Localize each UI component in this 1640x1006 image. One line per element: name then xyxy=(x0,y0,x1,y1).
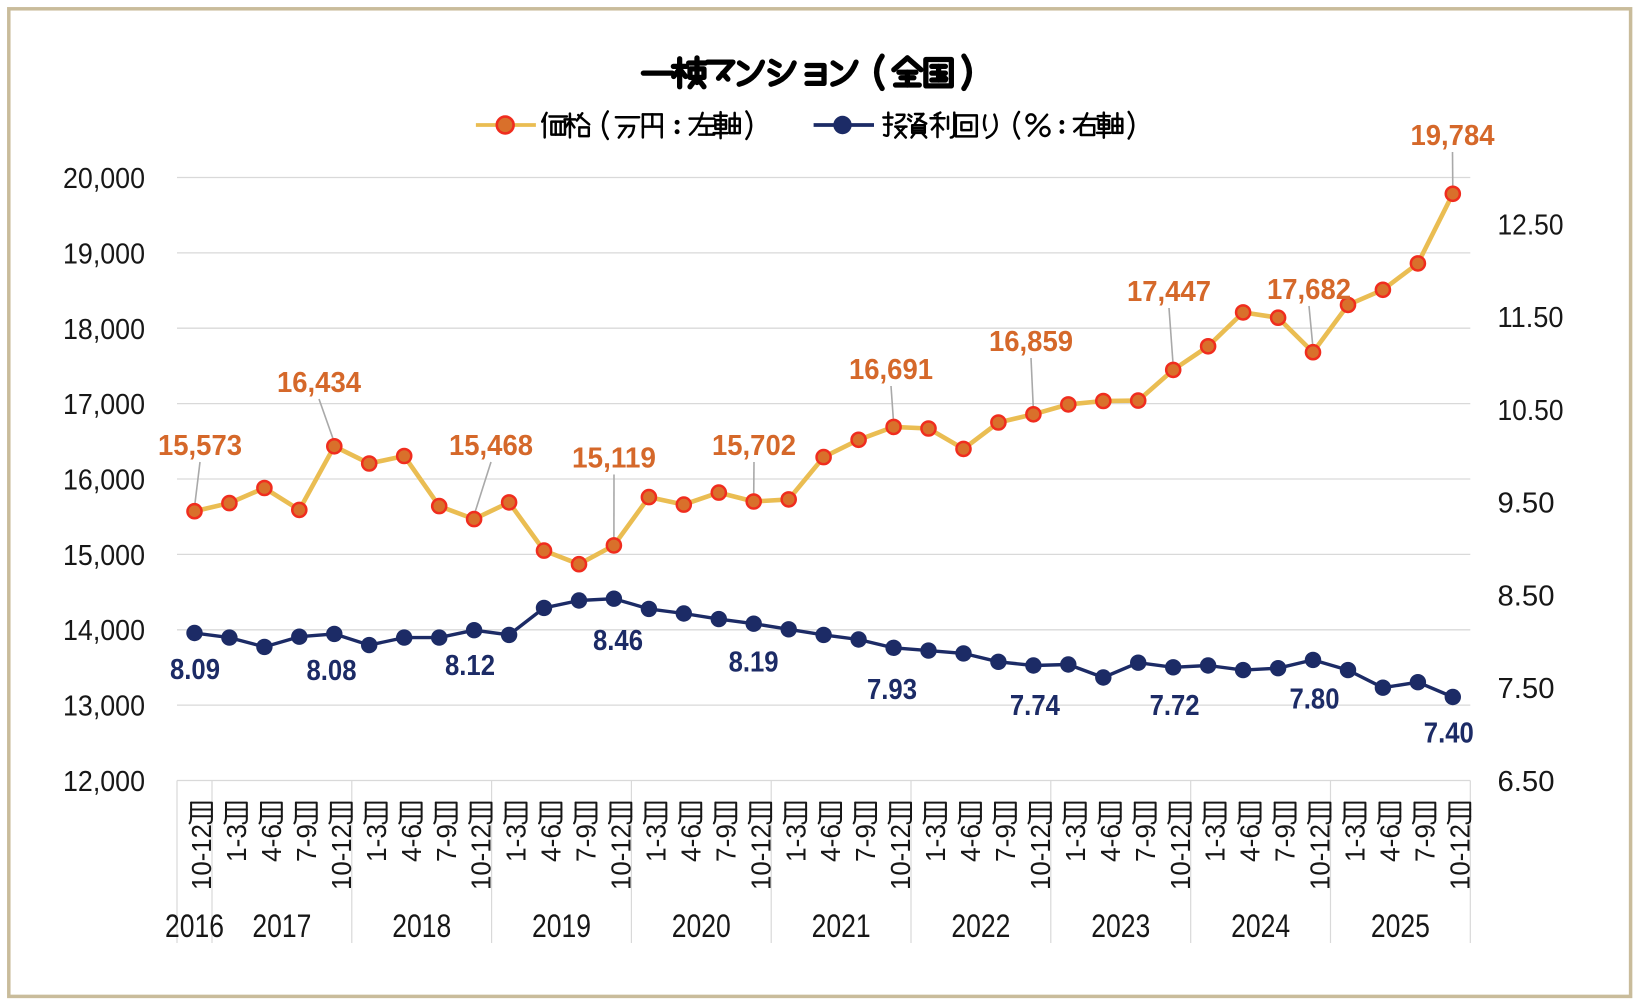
svg-text:8.19: 8.19 xyxy=(729,647,779,679)
svg-text:7.74: 7.74 xyxy=(1010,690,1060,722)
svg-text:4-6: 4-6 xyxy=(1375,824,1406,862)
svg-text:7-9: 7-9 xyxy=(431,824,462,862)
svg-text:11.50: 11.50 xyxy=(1498,302,1564,334)
svg-text:20,000: 20,000 xyxy=(63,163,145,195)
svg-text:7-9: 7-9 xyxy=(1130,824,1161,862)
svg-text:4-6: 4-6 xyxy=(1095,824,1126,862)
svg-text:2020: 2020 xyxy=(672,908,731,944)
svg-text:15,702: 15,702 xyxy=(712,430,796,462)
svg-text:10-12: 10-12 xyxy=(745,824,776,890)
svg-text:4-6: 4-6 xyxy=(675,824,706,862)
svg-text:4-6: 4-6 xyxy=(256,824,287,862)
svg-text:2024: 2024 xyxy=(1231,908,1290,944)
svg-text:7.72: 7.72 xyxy=(1150,690,1200,722)
svg-text:7-9: 7-9 xyxy=(1410,824,1441,862)
svg-text:1-3: 1-3 xyxy=(920,824,951,862)
svg-text:10-12: 10-12 xyxy=(885,824,916,890)
svg-text:12,000: 12,000 xyxy=(63,766,145,798)
svg-text:2018: 2018 xyxy=(392,908,451,944)
svg-text:10-12: 10-12 xyxy=(1444,824,1475,890)
svg-text:10-12: 10-12 xyxy=(466,824,497,890)
svg-text:2019: 2019 xyxy=(532,908,591,944)
svg-text:2023: 2023 xyxy=(1091,908,1150,944)
svg-text:19,000: 19,000 xyxy=(63,238,145,270)
svg-text:1-3: 1-3 xyxy=(221,824,252,862)
svg-text:15,468: 15,468 xyxy=(449,430,533,462)
svg-text:16,000: 16,000 xyxy=(63,465,145,497)
svg-text:17,000: 17,000 xyxy=(63,389,145,421)
svg-text:7.40: 7.40 xyxy=(1424,718,1474,750)
svg-text:16,691: 16,691 xyxy=(849,354,933,386)
svg-text:4-6: 4-6 xyxy=(396,824,427,862)
svg-text:17,682: 17,682 xyxy=(1267,274,1351,306)
svg-text:7-9: 7-9 xyxy=(1270,824,1301,862)
svg-text:10-12: 10-12 xyxy=(1305,824,1336,890)
svg-text:7-9: 7-9 xyxy=(291,824,322,862)
svg-text:10-12: 10-12 xyxy=(1165,824,1196,890)
svg-text:7-9: 7-9 xyxy=(571,824,602,862)
svg-text:16,859: 16,859 xyxy=(989,326,1073,358)
svg-text:7-9: 7-9 xyxy=(990,824,1021,862)
svg-text:1-3: 1-3 xyxy=(361,824,392,862)
svg-text:1-3: 1-3 xyxy=(501,824,532,862)
svg-text:1-3: 1-3 xyxy=(1340,824,1371,862)
svg-text:8.12: 8.12 xyxy=(445,650,495,682)
svg-text:1-3: 1-3 xyxy=(1200,824,1231,862)
svg-text:8.08: 8.08 xyxy=(307,655,357,687)
svg-text:13,000: 13,000 xyxy=(63,691,145,723)
svg-text:1-3: 1-3 xyxy=(641,824,672,862)
svg-text:2021: 2021 xyxy=(812,908,871,944)
svg-text:15,119: 15,119 xyxy=(572,443,656,475)
svg-text:10-12: 10-12 xyxy=(606,824,637,890)
svg-text:17,447: 17,447 xyxy=(1127,276,1211,308)
svg-text:10-12: 10-12 xyxy=(326,824,357,890)
svg-text:12.50: 12.50 xyxy=(1498,209,1564,241)
svg-text:16,434: 16,434 xyxy=(277,367,361,399)
svg-text:7-9: 7-9 xyxy=(710,824,741,862)
svg-text:19,784: 19,784 xyxy=(1411,120,1495,152)
svg-text:10-12: 10-12 xyxy=(1025,824,1056,890)
svg-text:14,000: 14,000 xyxy=(63,615,145,647)
svg-text:2022: 2022 xyxy=(951,908,1010,944)
svg-text:18,000: 18,000 xyxy=(63,314,145,346)
svg-text:7.80: 7.80 xyxy=(1290,684,1340,716)
svg-text:15,573: 15,573 xyxy=(158,430,242,462)
svg-text:7.50: 7.50 xyxy=(1498,673,1555,705)
svg-text:4-6: 4-6 xyxy=(1235,824,1266,862)
svg-text:10-12: 10-12 xyxy=(186,824,217,890)
svg-text:10.50: 10.50 xyxy=(1498,395,1564,427)
svg-text:2017: 2017 xyxy=(252,908,311,944)
svg-text:8.46: 8.46 xyxy=(593,625,643,657)
svg-text:7-9: 7-9 xyxy=(850,824,881,862)
svg-text:2025: 2025 xyxy=(1371,908,1430,944)
svg-text:15,000: 15,000 xyxy=(63,540,145,572)
svg-text:4-6: 4-6 xyxy=(536,824,567,862)
svg-text:1-3: 1-3 xyxy=(1060,824,1091,862)
svg-text:8.09: 8.09 xyxy=(170,654,220,686)
svg-text:1-3: 1-3 xyxy=(780,824,811,862)
svg-text:8.50: 8.50 xyxy=(1498,581,1555,613)
svg-text:6.50: 6.50 xyxy=(1498,766,1555,798)
svg-text:9.50: 9.50 xyxy=(1498,488,1555,520)
svg-text:7.93: 7.93 xyxy=(867,674,917,706)
svg-text:4-6: 4-6 xyxy=(955,824,986,862)
svg-text:2016: 2016 xyxy=(165,908,224,944)
svg-text:4-6: 4-6 xyxy=(815,824,846,862)
